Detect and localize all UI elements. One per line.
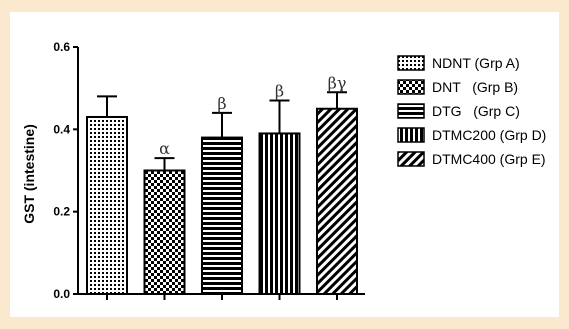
y-tick-label: 0.2	[53, 205, 70, 219]
y-tick-label: 0.6	[53, 40, 70, 54]
legend-swatch	[397, 55, 425, 71]
legend: NDNT (Grp A) DNT (Grp B) DTG (Grp C) DTMC20…	[397, 55, 546, 167]
bars-group: α β β βγ	[86, 73, 358, 295]
y-tick-label: 0.4	[53, 122, 70, 136]
legend-label: DTMC400 (Grp E)	[432, 151, 546, 167]
legend-swatch	[397, 127, 425, 143]
significance-label: β	[217, 94, 226, 113]
bar	[143, 169, 186, 295]
legend-swatch	[397, 103, 425, 119]
legend-label: DTG (Grp C)	[432, 103, 520, 119]
y-tick-label: 0.0	[53, 287, 70, 301]
legend-label: DNT (Grp B)	[432, 79, 518, 95]
significance-label: βγ	[328, 73, 347, 92]
y-axis: 0.0 0.2 0.4 0.6	[53, 40, 79, 301]
legend-label: DTMC200 (Grp D)	[432, 127, 546, 143]
bar	[316, 107, 358, 295]
legend-swatch	[397, 79, 425, 95]
legend-label: NDNT (Grp A)	[432, 55, 520, 71]
significance-label: β	[275, 82, 284, 101]
bar-chart: 0.0 0.2 0.4 0.6 α β β βγ NDNT (Grp A) DNT (Grp …	[21, 40, 546, 301]
bar	[86, 115, 128, 295]
legend-swatch	[397, 151, 425, 167]
bar	[258, 132, 301, 295]
significance-label: α	[159, 139, 170, 158]
figure-panel: 0.0 0.2 0.4 0.6 α β β βγ NDNT (Grp A) DNT (Grp …	[10, 12, 559, 317]
bar	[201, 136, 243, 295]
y-axis-title: GST (intestine)	[21, 124, 37, 224]
